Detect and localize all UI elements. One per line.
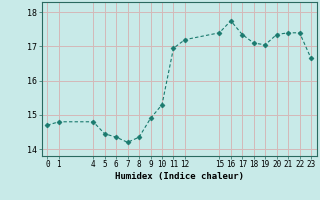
X-axis label: Humidex (Indice chaleur): Humidex (Indice chaleur) <box>115 172 244 181</box>
